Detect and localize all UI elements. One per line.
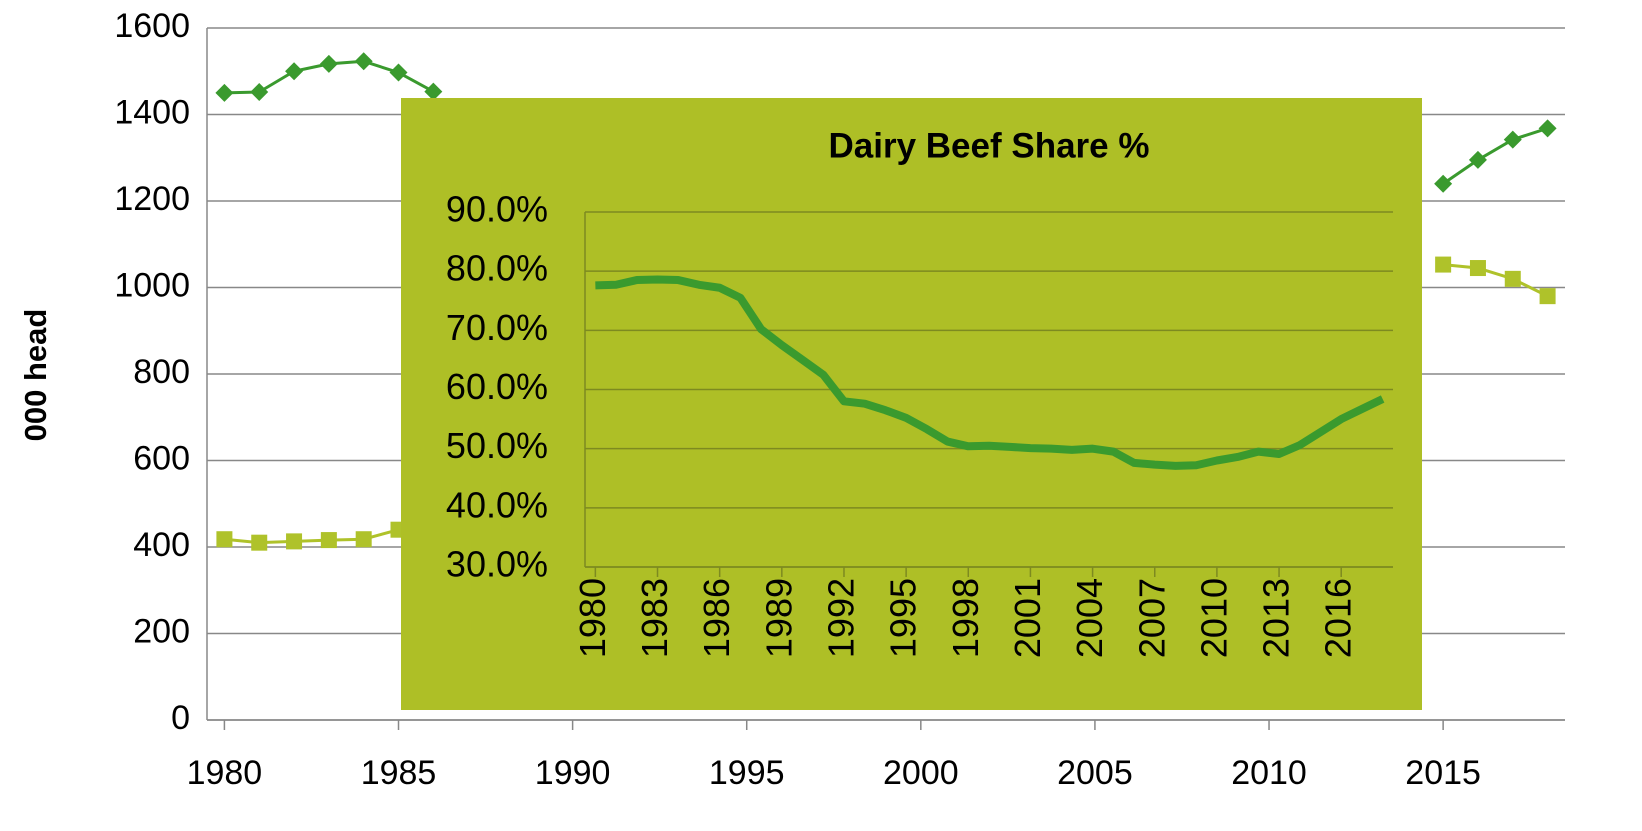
x-tick-label: 2016	[1318, 578, 1359, 658]
marker	[355, 531, 372, 548]
x-tick-label: 1980	[187, 754, 263, 792]
chart-title: Dairy Beef Share %	[829, 126, 1150, 165]
marker	[1435, 256, 1452, 273]
series-line	[595, 275, 1385, 470]
x-tick-label: 2000	[883, 754, 959, 792]
marker	[250, 83, 269, 102]
marker	[319, 54, 338, 73]
x-tick-label: 2004	[1069, 578, 1110, 658]
x-tick-label: 1983	[634, 578, 675, 658]
y-tick-label: 1200	[114, 180, 190, 218]
marker	[424, 82, 443, 101]
x-tick-label: 1998	[945, 578, 986, 658]
y-tick-label: 70.0%	[446, 307, 548, 348]
marker	[1538, 119, 1557, 138]
x-tick-label: 1995	[709, 754, 785, 792]
marker	[1504, 270, 1521, 287]
marker	[1468, 150, 1487, 169]
y-tick-label: 1000	[114, 266, 190, 304]
y-tick-label: 30.0%	[446, 544, 548, 585]
x-tick-label: 1985	[361, 754, 437, 792]
y-tick-label: 60.0%	[446, 366, 548, 407]
x-tick-label: 2013	[1256, 578, 1297, 658]
marker	[320, 532, 337, 549]
inset-chart: Dairy Beef Share % 30.0% 40.0% 50.0% 60.0% 70…	[401, 98, 1422, 710]
x-tick-label: 1986	[696, 578, 737, 658]
x-tick-label: 2010	[1193, 578, 1234, 658]
y-tick-label: 0	[171, 699, 190, 737]
x-tick-label: 2007	[1131, 578, 1172, 658]
marker	[1539, 288, 1556, 305]
marker	[285, 62, 304, 81]
marker	[1503, 130, 1522, 149]
marker	[286, 533, 303, 550]
y-tick-label: 80.0%	[446, 248, 548, 289]
x-tick-label: 1992	[820, 578, 861, 658]
y-tick-label: 600	[133, 439, 190, 477]
marker	[251, 534, 268, 551]
marker	[215, 83, 234, 102]
inset-background	[401, 98, 1422, 710]
y-tick-label: 1400	[114, 93, 190, 131]
y-tick-label: 50.0%	[446, 425, 548, 466]
x-tick-label: 2005	[1057, 754, 1133, 792]
y-tick-label: 90.0%	[446, 189, 548, 230]
y-tick-label: 800	[133, 353, 190, 391]
x-tick-label: 1995	[883, 578, 924, 658]
y-tick-label: 200	[133, 612, 190, 650]
x-tick-label: 2001	[1007, 578, 1048, 658]
marker	[389, 63, 408, 82]
x-tick-label: 1990	[535, 754, 611, 792]
x-tick-label: 2015	[1405, 754, 1481, 792]
y-tick-label: 40.0%	[446, 484, 548, 525]
y-tick-label: 1600	[114, 7, 190, 45]
x-tick-label: 2010	[1231, 754, 1307, 792]
marker	[1434, 174, 1453, 193]
marker	[354, 52, 373, 71]
marker	[216, 531, 233, 548]
marker	[1469, 260, 1486, 277]
y-axis-label: 000 head	[18, 309, 53, 442]
x-tick-label: 1980	[572, 578, 613, 658]
y-tick-label: 400	[133, 526, 190, 564]
x-tick-label: 1989	[758, 578, 799, 658]
